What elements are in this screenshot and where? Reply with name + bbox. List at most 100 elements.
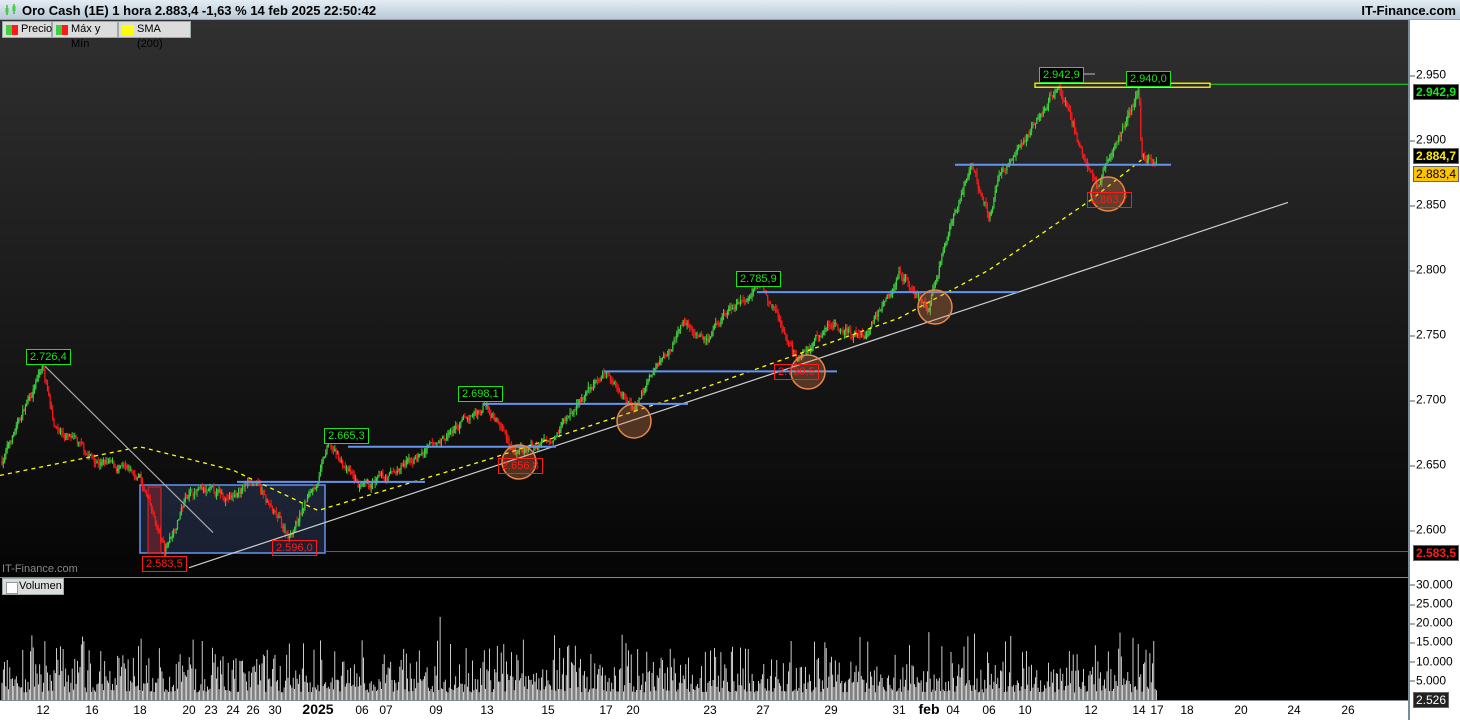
candle-body bbox=[1128, 111, 1130, 115]
candle-body bbox=[1080, 147, 1082, 149]
candle-body bbox=[711, 331, 713, 337]
time-axis[interactable] bbox=[0, 700, 1408, 720]
candle-body bbox=[531, 443, 533, 448]
candle-body bbox=[1036, 117, 1038, 124]
candle-body bbox=[904, 277, 907, 279]
candle-body bbox=[212, 485, 214, 487]
y-tick-label: 2.850 bbox=[1409, 197, 1447, 212]
x-tick-label: 16 bbox=[85, 703, 99, 717]
candle-body bbox=[452, 431, 454, 433]
candle-body bbox=[1024, 140, 1026, 143]
candle-body bbox=[23, 409, 25, 412]
candle-body bbox=[862, 333, 864, 337]
candle-body bbox=[509, 444, 511, 446]
candle-body bbox=[993, 197, 995, 209]
candle-body bbox=[505, 431, 507, 439]
candle-body bbox=[109, 460, 111, 463]
candle-body bbox=[576, 404, 578, 411]
candle-body bbox=[578, 399, 580, 404]
candle-body bbox=[130, 470, 132, 472]
candle-body bbox=[58, 429, 60, 432]
candle-body bbox=[898, 270, 900, 279]
candle-body bbox=[366, 479, 368, 482]
candle-body bbox=[955, 210, 957, 212]
candle-body bbox=[1, 460, 3, 465]
volume-tick-label: 5.000 bbox=[1409, 673, 1447, 688]
candle-body bbox=[1079, 142, 1081, 148]
candle-body bbox=[1125, 121, 1128, 127]
candle-body bbox=[565, 416, 567, 421]
candle-body bbox=[638, 399, 640, 406]
candle-body bbox=[842, 331, 844, 335]
candle-body bbox=[560, 425, 562, 430]
candle-body bbox=[923, 301, 925, 304]
candle-body bbox=[881, 305, 883, 311]
candle-body bbox=[1102, 169, 1104, 177]
candle-body bbox=[135, 475, 137, 480]
candle-body bbox=[992, 208, 994, 212]
candle-body bbox=[703, 336, 705, 339]
candle-body bbox=[1131, 106, 1133, 112]
candle-body bbox=[956, 207, 959, 211]
candle-body bbox=[37, 373, 39, 378]
candle-body bbox=[344, 466, 346, 470]
legend-sma[interactable]: SMA (200) bbox=[118, 21, 191, 50]
candle-body bbox=[74, 435, 76, 437]
candle-body bbox=[161, 538, 163, 540]
candle-body bbox=[646, 383, 648, 387]
candle-body bbox=[622, 393, 624, 395]
price-axis[interactable] bbox=[1408, 20, 1460, 720]
candle-body bbox=[221, 493, 223, 495]
candle-body bbox=[683, 320, 686, 324]
x-tick-label: 20 bbox=[182, 703, 196, 717]
candle-body bbox=[254, 482, 257, 485]
candle-body bbox=[391, 470, 393, 472]
candle-body bbox=[457, 428, 459, 430]
candle-body bbox=[639, 398, 641, 400]
candle-body bbox=[335, 449, 337, 454]
candle-body bbox=[694, 333, 696, 336]
candle-body bbox=[478, 410, 480, 413]
legend-precio[interactable]: Precio bbox=[2, 21, 52, 38]
candle-body bbox=[998, 174, 1000, 181]
candle-body bbox=[134, 474, 136, 476]
candle-body bbox=[730, 305, 732, 310]
candle-body bbox=[1034, 123, 1037, 125]
candle-body bbox=[186, 496, 188, 499]
touch-circle bbox=[616, 403, 652, 439]
candle-body bbox=[951, 221, 953, 224]
candle-body bbox=[465, 416, 467, 419]
candle-body bbox=[175, 528, 177, 531]
candle-body bbox=[342, 460, 344, 467]
candle-body bbox=[274, 510, 276, 512]
candle-body bbox=[1071, 117, 1073, 123]
candle-body bbox=[813, 339, 816, 343]
candle-body bbox=[663, 354, 665, 358]
price-panel[interactable] bbox=[0, 20, 1408, 577]
candle-body bbox=[117, 468, 119, 472]
candle-body bbox=[383, 477, 385, 479]
legend-max-min[interactable]: Máx y Mín bbox=[52, 21, 118, 50]
x-tick-label: 20 bbox=[1234, 703, 1248, 717]
candle-body bbox=[677, 330, 679, 333]
candle-body bbox=[105, 461, 107, 464]
candle-body bbox=[652, 371, 654, 375]
candle-body bbox=[336, 453, 338, 455]
candle-body bbox=[574, 409, 576, 411]
candle-body bbox=[724, 313, 726, 315]
candle-body bbox=[704, 336, 706, 341]
x-tick-label: feb bbox=[918, 701, 940, 717]
candle-body bbox=[543, 439, 545, 441]
legend-volumen[interactable]: Volumen bbox=[2, 578, 64, 595]
candle-body bbox=[210, 486, 212, 488]
x-tick-label: 26 bbox=[246, 703, 260, 717]
candle-body bbox=[924, 301, 926, 304]
candle-body bbox=[695, 333, 697, 336]
candle-body bbox=[1109, 158, 1111, 160]
candle-body bbox=[110, 460, 112, 462]
candle-body bbox=[238, 491, 240, 494]
candle-body bbox=[169, 537, 171, 544]
candle-body bbox=[41, 365, 43, 370]
candle-body bbox=[552, 440, 554, 443]
candle-body bbox=[1096, 179, 1098, 187]
